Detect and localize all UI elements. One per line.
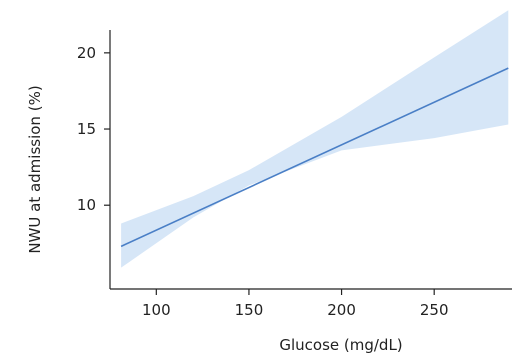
plot-area bbox=[120, 10, 509, 268]
y-tick-label: 10 bbox=[77, 196, 96, 214]
x-tick-label: 200 bbox=[327, 301, 356, 319]
y-tick-label: 20 bbox=[77, 44, 96, 62]
y-tick-label: 15 bbox=[77, 120, 96, 138]
x-tick-label: 150 bbox=[235, 301, 264, 319]
y-axis-label: NWU at admission (%) bbox=[26, 85, 44, 253]
axes: 100 150 200 250 10 15 20 bbox=[77, 30, 512, 319]
x-tick-label: 100 bbox=[142, 301, 171, 319]
x-axis-label: Glucose (mg/dL) bbox=[279, 336, 402, 354]
series-line-0 bbox=[120, 67, 509, 248]
x-tick-label: 250 bbox=[420, 301, 449, 319]
confidence-band-0 bbox=[121, 10, 509, 268]
